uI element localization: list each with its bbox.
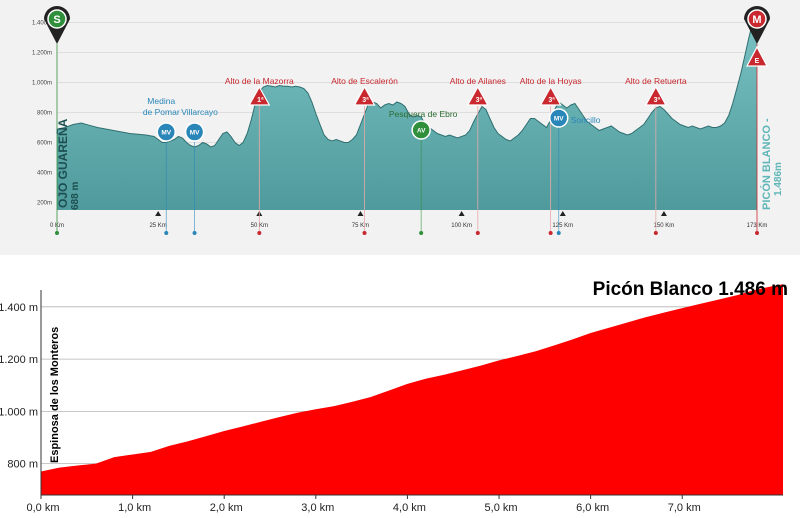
finish-marker-dot (755, 231, 759, 235)
x-tick-label: 1,0 km (118, 502, 151, 514)
x-tick-label: 100 Km (451, 223, 472, 229)
climb-category-triangle (353, 85, 376, 106)
climb-name: Alto de la Mazorra (225, 76, 294, 86)
poi-badge (411, 120, 431, 140)
y-tick-label: 800m (37, 111, 52, 117)
y-tick-label: 200m (37, 201, 52, 207)
final-climb-area (41, 284, 783, 495)
poi-marker-dot (419, 231, 424, 235)
climb-category-triangle (644, 85, 667, 106)
x-tick-label: 2,0 km (210, 502, 243, 514)
stage-elevation-outline (56, 9, 758, 148)
poi-marker-dot (164, 231, 169, 235)
climb-marker-dot (475, 231, 480, 235)
poi-badge (156, 122, 176, 142)
climb-name: Alto de Ailanes (450, 76, 506, 86)
poi-badge-label: AV (417, 128, 426, 135)
poi-badge-label: MV (554, 116, 564, 123)
x-tick-label: 125 Km (552, 223, 573, 229)
start-location-name: OJO GUAREÑA (55, 118, 70, 208)
poi-name: Villarcayo (181, 107, 218, 117)
y-tick-label: 800 m (7, 459, 38, 471)
finish-location-name: PICÓN BLANCO - (760, 118, 773, 210)
start-marker-dot (55, 231, 59, 235)
x-tick-label: 6,0 km (576, 502, 609, 514)
stage-elevation-area (57, 9, 757, 210)
poi-name: Pesquera de Ebro (389, 109, 458, 119)
x-tick-marker (458, 211, 465, 216)
finish-badge (747, 9, 767, 29)
finish-category-label: E (755, 58, 760, 65)
climb-marker-dot (653, 231, 658, 235)
poi-marker-dot (556, 231, 561, 235)
chart-title: Picón Blanco 1.486 m (593, 279, 788, 300)
climb-category-triangle (466, 85, 489, 106)
y-tick-label: 1.400 m (0, 302, 38, 314)
climb-category-triangle (539, 85, 562, 106)
x-tick-label: 0,0 km (26, 502, 59, 514)
y-tick-label: 1.200 m (0, 354, 38, 366)
poi-name: Soncillo (571, 115, 601, 125)
x-tick-label: 5,0 km (485, 502, 518, 514)
poi-marker-dot (192, 231, 197, 235)
x-tick-label: 150 Km (654, 223, 675, 229)
finish-badge-label: M (752, 14, 761, 26)
finish-altitude: 1.486m (773, 162, 784, 196)
y-axis-label: Espinosa de los Monteros (49, 327, 61, 463)
x-tick-marker (155, 211, 162, 216)
y-tick-label: 1.000 m (0, 406, 38, 418)
poi-badge (548, 108, 569, 128)
y-tick-label: 400m (37, 171, 52, 177)
climb-name: Alto de Retuerta (625, 76, 687, 86)
y-tick-label: 1.400m (32, 21, 52, 27)
poi-badge-label: MV (190, 130, 200, 137)
x-tick-label: 25 Km (149, 223, 166, 229)
poi-name: de Pomar (143, 107, 180, 117)
climb-category-label: 3ª (548, 97, 555, 104)
climb-marker-dot (548, 231, 553, 235)
y-tick-label: 1.000m (32, 81, 52, 87)
climb-category-triangle (248, 85, 271, 106)
climb-name: Alto de Escalerón (331, 76, 398, 86)
poi-name: Medina (147, 96, 175, 106)
x-tick-marker (660, 211, 667, 216)
x-tick-marker (357, 211, 364, 216)
x-tick-label: 75 Km (352, 223, 369, 229)
climb-category-label: 1ª (257, 97, 264, 104)
final-climb-chart: 800 m 1.000 m 1.200 m 1.400 m 0,0 km 1,0 km 2… (0, 279, 788, 514)
climb-marker-dot (362, 231, 367, 235)
poi-badge (184, 122, 205, 142)
start-badge (47, 9, 67, 29)
climb-name: Alto de la Hoyas (520, 76, 582, 86)
climb-marker-dot (257, 231, 262, 235)
climb-category-label: 3ª (476, 97, 483, 104)
start-badge-label: S (53, 14, 60, 26)
poi-badge-label: MV (161, 130, 171, 137)
start-altitude: 688 m (70, 182, 81, 210)
finish-category-triangle (746, 45, 768, 67)
climb-category-label: 3ª (362, 97, 369, 104)
y-tick-label: 1.200m (32, 51, 52, 57)
x-tick-label: 3,0 km (301, 502, 334, 514)
x-tick-label: 4,0 km (393, 502, 426, 514)
x-tick-marker (559, 211, 566, 216)
y-tick-label: 600m (37, 141, 52, 147)
climb-category-label: 3ª (654, 97, 661, 104)
x-tick-label: 7,0 km (668, 502, 701, 514)
